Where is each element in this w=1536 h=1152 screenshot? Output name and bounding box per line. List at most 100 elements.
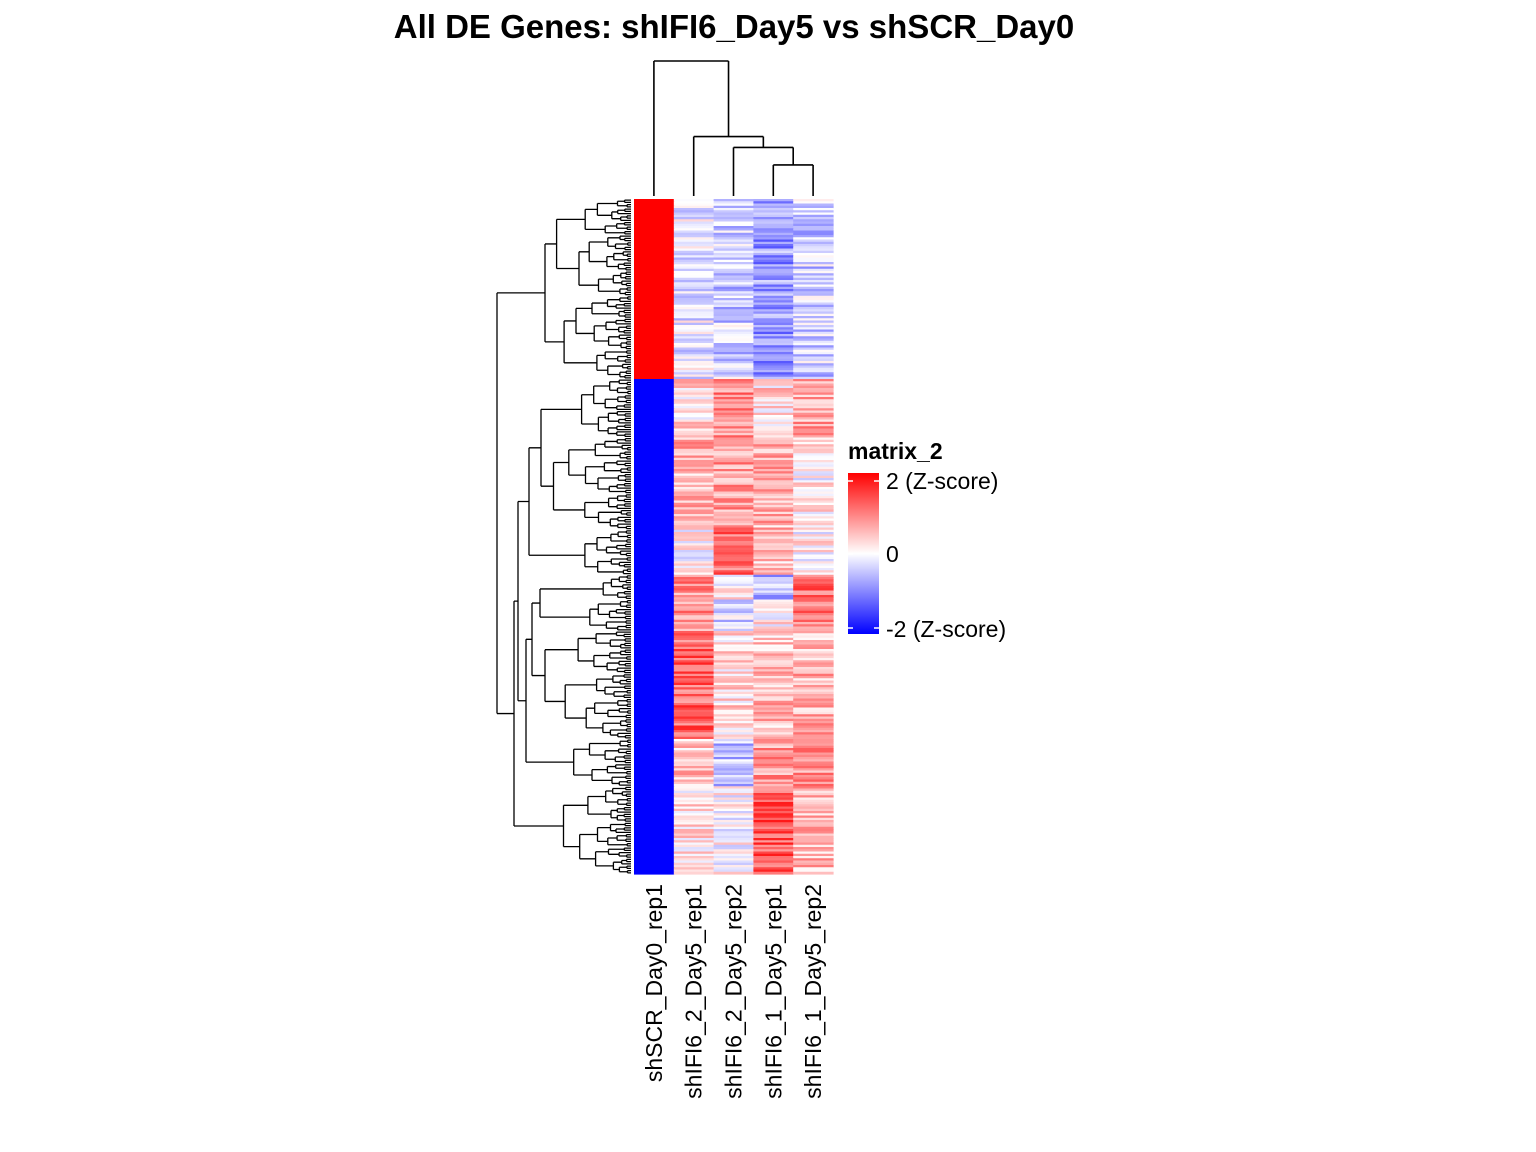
heatmap-cell (753, 570, 794, 574)
heatmap-cell (793, 221, 834, 225)
heatmap-cell (634, 732, 675, 736)
heatmap-cell (713, 338, 754, 342)
heatmap-cell (634, 547, 675, 551)
heatmap-cell (753, 811, 794, 814)
heatmap-cell (673, 739, 715, 742)
heatmap-cell (634, 757, 675, 760)
heatmap-cell (793, 779, 834, 783)
heatmap-cell (793, 788, 834, 792)
heatmap-cell (713, 293, 754, 297)
heatmap-cell (793, 631, 834, 634)
heatmap-cell (673, 514, 715, 517)
heatmap-cell (634, 541, 675, 544)
heatmap-cell (713, 570, 754, 574)
heatmap-cell (713, 442, 754, 445)
heatmap-cell (793, 820, 834, 823)
heatmap-cell (634, 460, 675, 463)
heatmap-cell (634, 214, 675, 218)
heatmap-cell (793, 361, 834, 364)
heatmap-cell (753, 592, 794, 596)
heatmap-cell (673, 707, 715, 711)
heatmap-cell (634, 430, 675, 434)
heatmap-cell (753, 642, 794, 646)
heatmap-cell (713, 318, 754, 322)
heatmap-cell (713, 226, 754, 229)
heatmap-cell (713, 437, 754, 441)
heatmap-cell (793, 739, 834, 742)
heatmap-cell (673, 383, 715, 387)
heatmap-cell (793, 253, 834, 256)
heatmap-cell (713, 446, 754, 450)
heatmap-cell (753, 487, 794, 490)
heatmap-cell (634, 514, 675, 517)
heatmap-cell (793, 622, 834, 625)
heatmap-cell (634, 813, 675, 817)
heatmap-cell (793, 370, 834, 373)
heatmap-cell (673, 736, 715, 740)
heatmap-cell (673, 498, 715, 502)
heatmap-cell (634, 374, 675, 378)
heatmap-cell (673, 655, 715, 659)
heatmap-cell (793, 381, 834, 385)
heatmap-cell (793, 754, 834, 758)
heatmap-cell (634, 615, 675, 619)
heatmap-cell (634, 226, 675, 229)
heatmap-cell (673, 253, 715, 256)
heatmap-cell (793, 644, 834, 648)
heatmap-cell (634, 320, 675, 324)
heatmap-cell (793, 430, 834, 434)
heatmap-cell (753, 383, 794, 387)
heatmap-cell (753, 608, 794, 612)
heatmap-cell (753, 401, 794, 405)
heatmap-cell (673, 858, 715, 862)
heatmap-cell (673, 298, 715, 301)
heatmap-cell (634, 491, 675, 495)
heatmap-cell (753, 255, 794, 259)
heatmap-cell (673, 718, 715, 722)
heatmap-cell (753, 419, 794, 423)
heatmap-cell (713, 838, 754, 841)
heatmap-cell (753, 565, 794, 569)
heatmap-cell (634, 637, 675, 641)
heatmap-cell (673, 586, 715, 589)
heatmap-cell (793, 869, 834, 873)
heatmap-cell (713, 687, 754, 691)
heatmap-cell (673, 687, 715, 691)
heatmap-cell (634, 455, 675, 459)
heatmap-cell (634, 336, 675, 340)
heatmap-cell (713, 208, 754, 211)
heatmap-cell (634, 527, 675, 531)
heatmap-cell (753, 271, 794, 274)
heatmap-cell (713, 358, 754, 362)
heatmap-cell (634, 248, 675, 252)
heatmap-cell (713, 559, 754, 562)
heatmap-cell (713, 496, 754, 499)
heatmap-cell (713, 421, 754, 425)
heatmap-cell (713, 849, 754, 853)
heatmap-cell (753, 847, 794, 850)
heatmap-cell (793, 678, 834, 682)
heatmap-cell (634, 536, 675, 540)
heatmap-cell (634, 559, 675, 562)
heatmap-cell (793, 223, 834, 227)
heatmap-cell (713, 514, 754, 517)
heatmap-cell (634, 523, 675, 526)
heatmap-cell (673, 772, 715, 776)
heatmap-cell (753, 511, 794, 515)
heatmap-cell (713, 813, 754, 817)
heatmap-cell (713, 475, 754, 479)
heatmap-cell (634, 489, 675, 493)
heatmap-cell (753, 289, 794, 292)
heatmap-cell (713, 779, 754, 783)
heatmap-cell (793, 408, 834, 412)
heatmap-cell (753, 743, 794, 747)
heatmap-cell (673, 221, 715, 225)
heatmap-cell (793, 833, 834, 837)
heatmap-cell (713, 705, 754, 709)
heatmap-cell (673, 473, 715, 477)
heatmap-cell (713, 248, 754, 252)
heatmap-cell (673, 786, 715, 790)
heatmap-cell (753, 502, 794, 506)
heatmap-cell (673, 624, 715, 628)
heatmap-cell (753, 361, 794, 364)
